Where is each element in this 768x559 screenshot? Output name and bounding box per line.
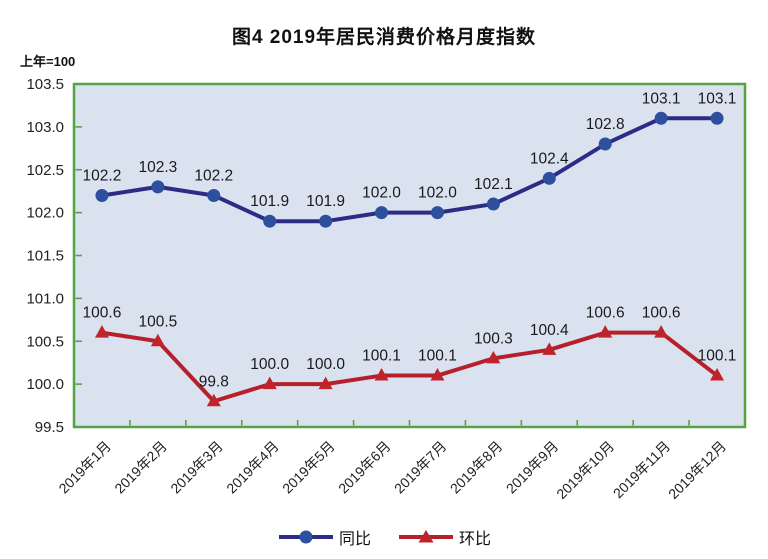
- data-point-marker: [94, 325, 109, 338]
- y-axis-tick-label: 100.5: [26, 333, 64, 350]
- data-point-label: 102.0: [418, 185, 457, 202]
- data-point-label: 102.4: [530, 150, 569, 167]
- data-point-label: 100.4: [530, 322, 569, 339]
- data-point-marker: [375, 206, 389, 220]
- data-point-label: 102.1: [474, 176, 513, 193]
- data-point-label: 100.6: [642, 305, 681, 322]
- data-point-label: 100.3: [474, 330, 513, 347]
- data-point-label: 102.8: [586, 116, 625, 133]
- data-point-marker: [262, 376, 277, 390]
- data-point-marker: [486, 197, 500, 211]
- y-axis-tick-label: 102.5: [26, 162, 64, 179]
- x-axis-tick-label: 2019年8月: [447, 438, 506, 497]
- x-axis-tick-label: 2019年11月: [610, 438, 673, 501]
- data-point-marker: [598, 137, 612, 151]
- data-point-label: 103.1: [698, 90, 737, 107]
- data-point-label: 99.8: [199, 373, 229, 390]
- data-point-label: 100.5: [138, 313, 177, 330]
- data-point-label: 100.6: [83, 305, 122, 322]
- data-point-marker: [486, 350, 501, 364]
- y-axis-tick-label: 101.5: [26, 248, 64, 265]
- data-point-marker: [151, 180, 165, 194]
- data-point-marker: [319, 214, 333, 228]
- x-axis-tick-label: 2019年6月: [335, 438, 394, 497]
- chart-legend: 同比 环比: [0, 525, 768, 549]
- data-point-label: 100.1: [362, 348, 401, 365]
- data-point-marker: [263, 214, 277, 228]
- data-point-marker: [710, 111, 724, 125]
- x-axis-tick-label: 2019年12月: [665, 438, 729, 502]
- legend-circle-marker: [299, 530, 313, 544]
- data-point-marker: [542, 342, 557, 355]
- data-point-marker: [318, 376, 333, 390]
- data-point-marker: [654, 111, 668, 125]
- y-axis-tick-label: 102.0: [26, 205, 64, 222]
- x-axis-tick-label: 2019年7月: [391, 438, 450, 497]
- x-axis-tick-label: 2019年3月: [167, 438, 226, 497]
- x-axis-tick-label: 2019年10月: [553, 438, 617, 502]
- data-point-marker: [430, 206, 444, 220]
- chart-title: 图4 2019年居民消费价格月度指数: [231, 27, 537, 48]
- data-point-label: 103.1: [642, 90, 681, 107]
- data-point-label: 100.1: [418, 348, 457, 365]
- data-point-marker: [598, 325, 613, 338]
- y-axis-tick-label: 103.5: [26, 76, 64, 93]
- line-circle-marker-icon: [278, 530, 333, 544]
- series-line-环比: [99, 330, 720, 404]
- legend-label-tongbi: 同比: [338, 531, 371, 548]
- data-point-label: 100.1: [698, 348, 737, 365]
- data-point-label: 100.0: [306, 356, 345, 373]
- legend-triangle-marker: [418, 530, 434, 543]
- data-point-marker: [430, 368, 445, 381]
- data-point-label: 102.0: [362, 185, 401, 202]
- data-point-marker: [206, 393, 221, 407]
- data-point-marker: [207, 188, 221, 202]
- x-axis-tick-label: 2019年9月: [503, 438, 562, 497]
- y-axis-tick-label: 101.0: [26, 290, 64, 307]
- legend-label-huanbi: 环比: [459, 531, 492, 548]
- data-point-label: 100.6: [586, 305, 625, 322]
- y-axis-tick-label: 100.0: [26, 376, 64, 393]
- data-point-label: 102.2: [194, 167, 233, 184]
- data-point-marker: [542, 171, 556, 185]
- line-triangle-marker-icon: [399, 530, 453, 543]
- legend-item-tongbi: 同比: [277, 525, 371, 549]
- data-point-label: 101.9: [250, 193, 289, 210]
- data-point-marker: [654, 325, 669, 338]
- y-axis-tick-label: 99.5: [35, 419, 64, 436]
- x-axis-tick-label: 2019年2月: [111, 438, 170, 497]
- x-axis-tick-label: 2019年4月: [223, 438, 282, 497]
- data-point-marker: [95, 188, 109, 202]
- data-point-label: 101.9: [306, 193, 345, 210]
- series-line-同比: [99, 116, 720, 224]
- data-point-label: 102.3: [138, 159, 177, 176]
- data-point-marker: [374, 368, 389, 381]
- x-axis-tick-label: 2019年1月: [55, 438, 114, 497]
- legend-item-huanbi: 环比: [397, 525, 491, 549]
- data-point-marker: [710, 368, 725, 381]
- y-axis-tick-label: 103.0: [26, 119, 64, 136]
- data-point-marker: [150, 333, 165, 347]
- data-point-label: 102.2: [83, 167, 122, 184]
- y-axis-unit-note: 上年=100: [20, 54, 76, 69]
- data-point-label: 100.0: [250, 356, 289, 373]
- x-axis-tick-label: 2019年5月: [279, 438, 338, 497]
